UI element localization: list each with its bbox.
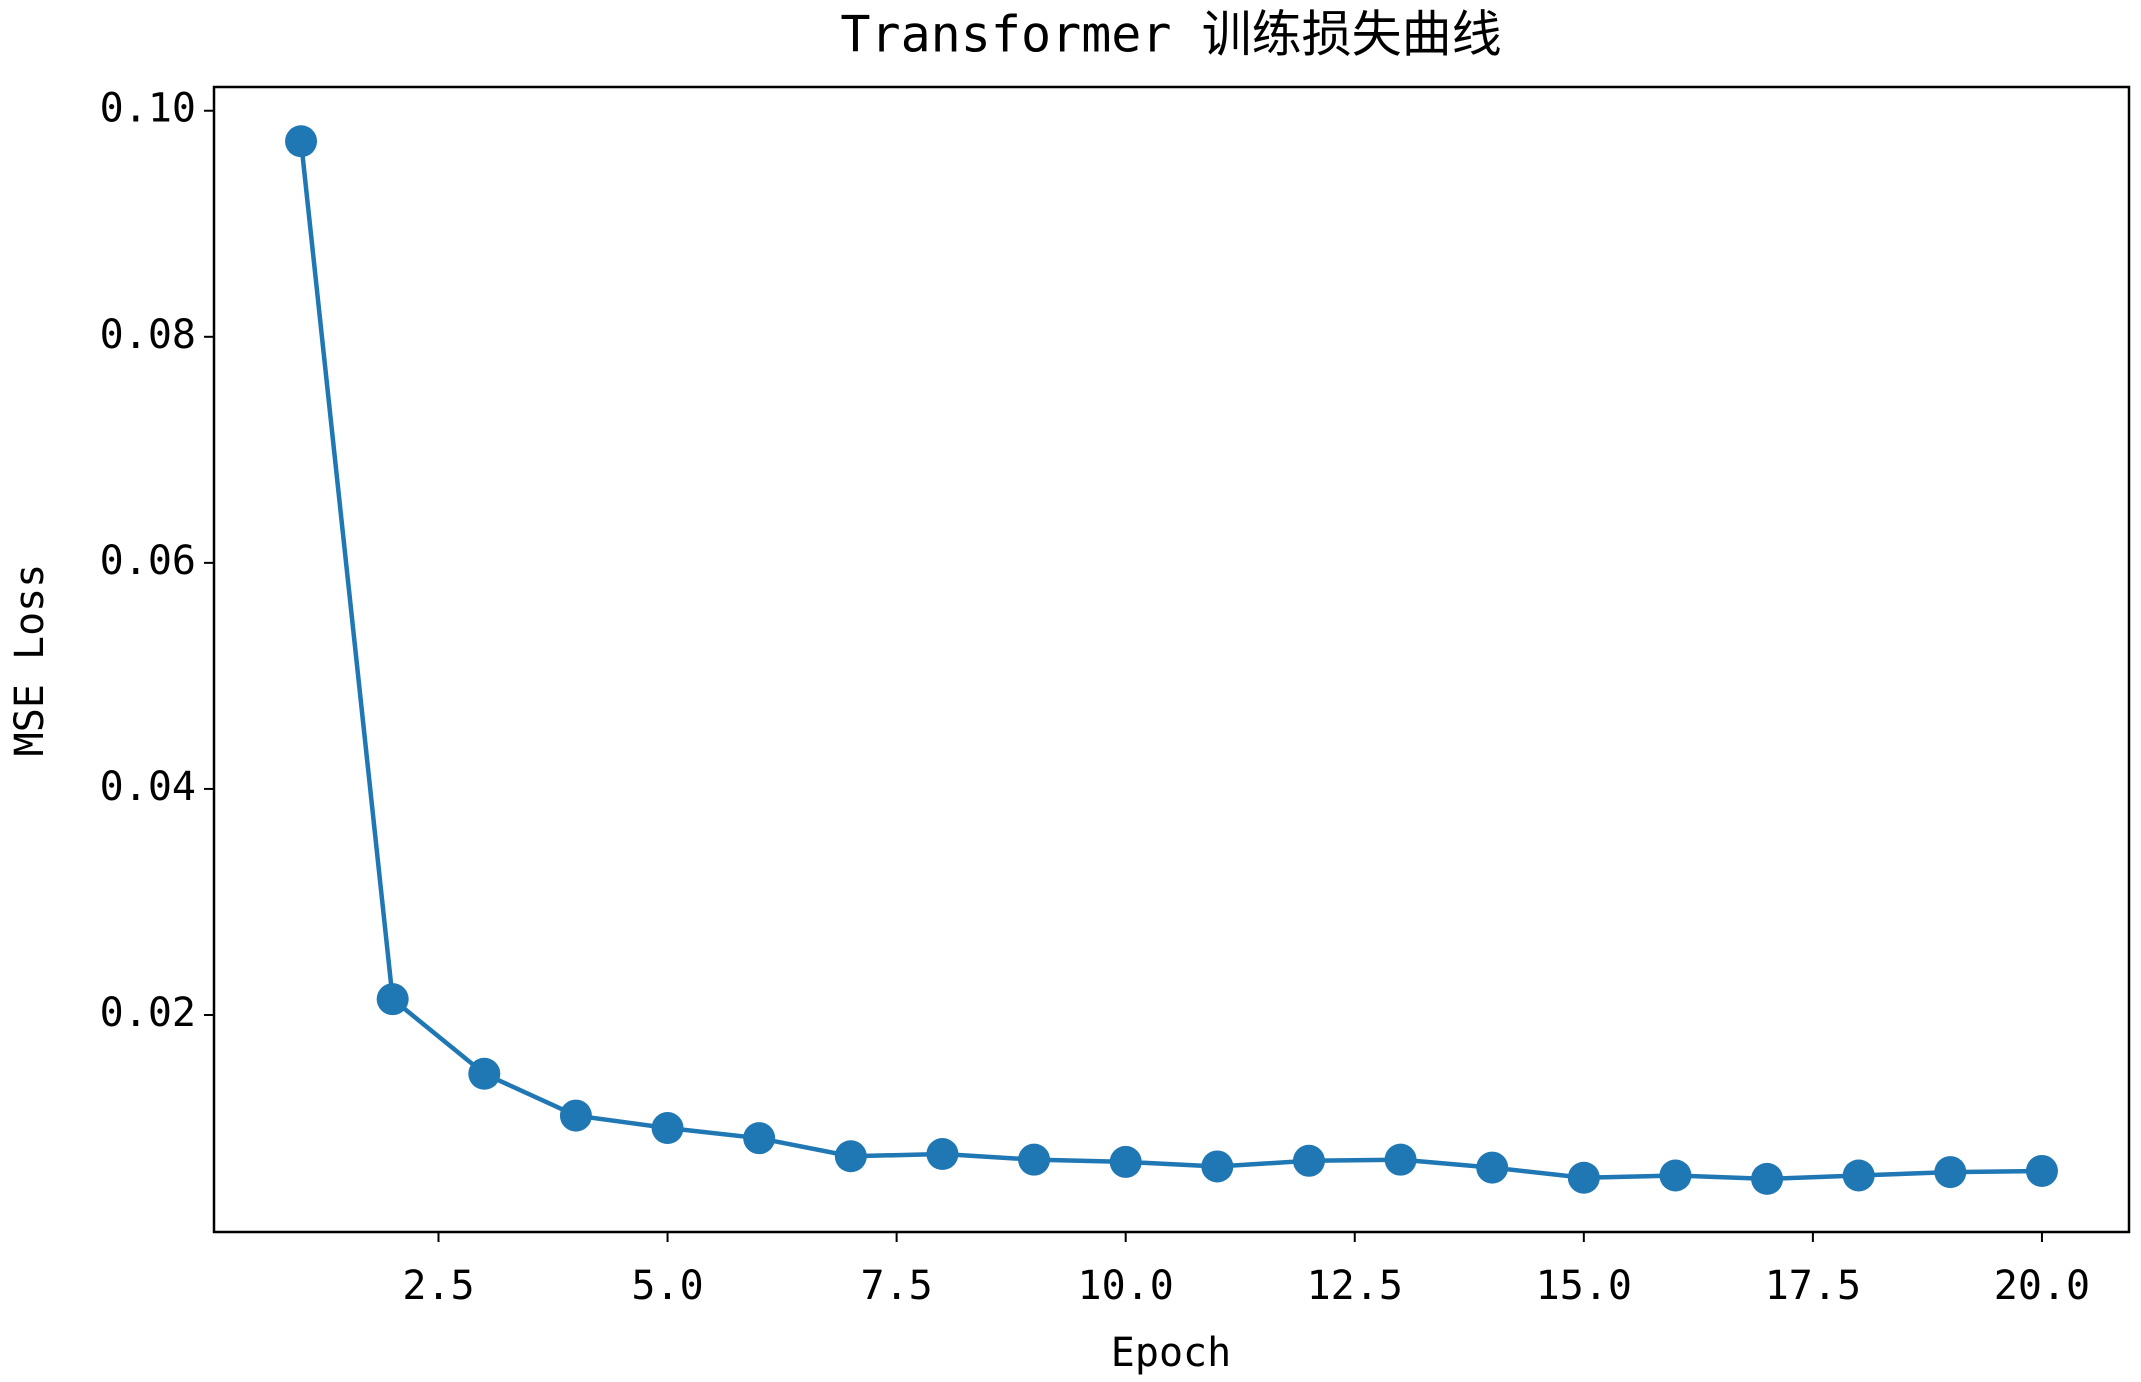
y-tick-label: 0.02	[100, 990, 196, 1036]
y-tick-label: 0.04	[100, 764, 196, 810]
data-point	[1659, 1159, 1692, 1192]
data-point	[1567, 1161, 1600, 1194]
data-point	[1476, 1151, 1509, 1184]
data-point	[1934, 1156, 1967, 1189]
data-point	[1292, 1144, 1325, 1177]
x-tick-label: 17.5	[1765, 1263, 1861, 1309]
x-tick-label: 10.0	[1078, 1263, 1174, 1309]
data-point	[468, 1057, 501, 1090]
x-tick-label: 2.5	[402, 1263, 474, 1309]
data-point	[926, 1138, 959, 1171]
data-point	[285, 125, 318, 158]
y-tick-label: 0.08	[100, 312, 196, 358]
x-tick-label: 12.5	[1307, 1263, 1403, 1309]
data-point	[834, 1140, 867, 1173]
x-axis-label: Epoch	[1111, 1330, 1231, 1376]
data-point	[376, 983, 409, 1016]
data-point	[1018, 1143, 1051, 1176]
data-point	[1201, 1150, 1234, 1183]
y-axis-label: MSE Loss	[7, 564, 53, 757]
series-line	[298, 141, 2042, 1182]
data-point	[1751, 1162, 1784, 1195]
y-tick-label: 0.10	[100, 86, 196, 132]
y-tick-label: 0.06	[100, 538, 196, 584]
data-point	[2025, 1154, 2058, 1187]
chart-title: Transformer 训练损失曲线	[840, 6, 1501, 64]
plot-frame	[212, 85, 2131, 1234]
data-point	[1384, 1143, 1417, 1176]
x-tick-label: 15.0	[1536, 1263, 1632, 1309]
data-point	[559, 1099, 592, 1132]
data-point	[1842, 1159, 1875, 1192]
data-point	[743, 1122, 776, 1155]
x-tick-label: 7.5	[860, 1263, 932, 1309]
data-point	[1109, 1145, 1142, 1178]
x-tick-label: 20.0	[1994, 1263, 2090, 1309]
data-point	[651, 1112, 684, 1145]
x-tick-label: 5.0	[631, 1263, 703, 1309]
